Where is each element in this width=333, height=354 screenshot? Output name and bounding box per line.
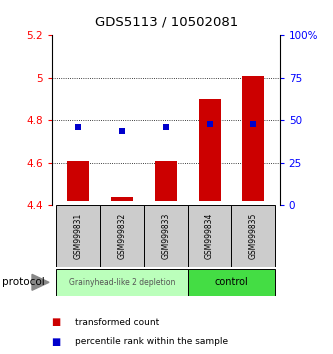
Bar bbox=[198, 99, 220, 201]
Text: GDS5113 / 10502081: GDS5113 / 10502081 bbox=[95, 16, 238, 29]
FancyBboxPatch shape bbox=[56, 205, 100, 267]
FancyBboxPatch shape bbox=[187, 269, 275, 296]
Bar bbox=[111, 197, 133, 201]
Text: GSM999831: GSM999831 bbox=[74, 213, 83, 259]
Text: ■: ■ bbox=[52, 317, 61, 327]
Text: Grainyhead-like 2 depletion: Grainyhead-like 2 depletion bbox=[69, 278, 175, 287]
Polygon shape bbox=[32, 274, 49, 290]
FancyBboxPatch shape bbox=[187, 205, 231, 267]
Text: GSM999835: GSM999835 bbox=[249, 213, 258, 259]
Text: GSM999834: GSM999834 bbox=[205, 213, 214, 259]
FancyBboxPatch shape bbox=[56, 269, 187, 296]
FancyBboxPatch shape bbox=[144, 205, 187, 267]
Text: protocol: protocol bbox=[2, 277, 44, 287]
Text: control: control bbox=[214, 277, 248, 287]
Bar bbox=[242, 76, 264, 201]
Bar bbox=[155, 161, 176, 201]
FancyBboxPatch shape bbox=[231, 205, 275, 267]
Text: ■: ■ bbox=[52, 337, 61, 347]
Bar bbox=[67, 161, 89, 201]
Text: transformed count: transformed count bbox=[75, 318, 159, 327]
Text: GSM999833: GSM999833 bbox=[161, 213, 170, 259]
Text: GSM999832: GSM999832 bbox=[117, 213, 126, 259]
Text: percentile rank within the sample: percentile rank within the sample bbox=[75, 337, 228, 346]
FancyBboxPatch shape bbox=[100, 205, 144, 267]
